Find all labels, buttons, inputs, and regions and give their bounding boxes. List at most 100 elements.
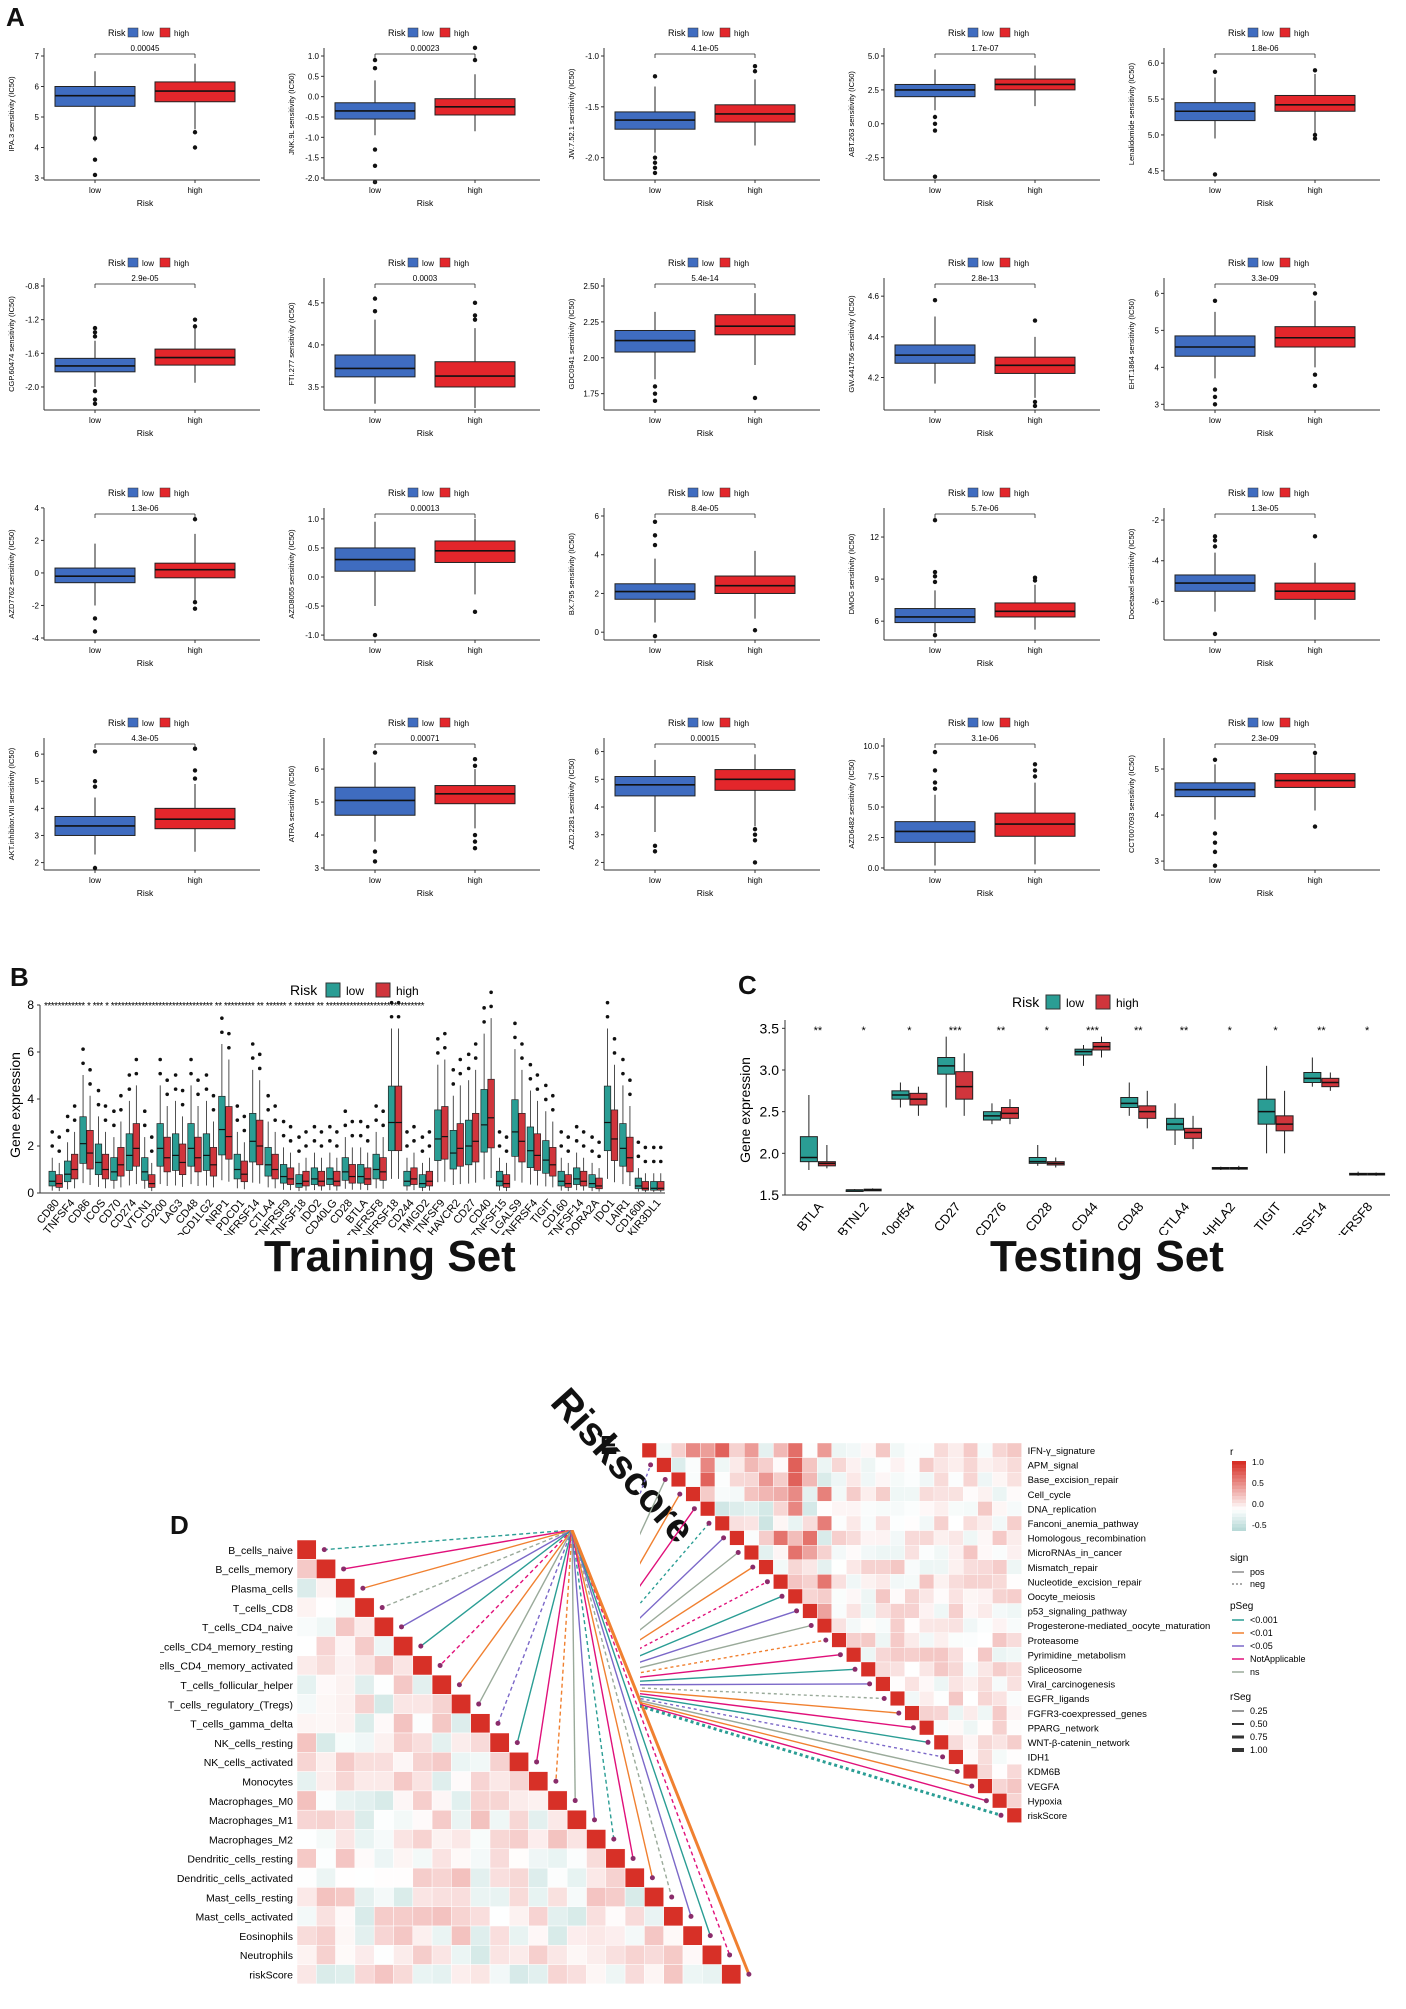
row-label: T_cells_gamma_delta (190, 1719, 293, 1731)
heatmap-cell (373, 1674, 394, 1695)
heatmap-cell (566, 1925, 587, 1946)
high-outlier (165, 1092, 169, 1097)
high-outlier (192, 145, 198, 150)
x-axis-label: Risk (417, 658, 434, 668)
heatmap-cell (860, 1632, 876, 1648)
heatmap-cell (470, 1752, 491, 1772)
high-box (148, 1174, 156, 1188)
heatmap-cell (354, 1964, 375, 1985)
heatmap-cell (431, 1713, 452, 1734)
low-outlier (1212, 298, 1218, 303)
heatmap-cell (547, 1945, 568, 1965)
heatmap-cell (963, 1530, 979, 1546)
correlation-link (640, 1595, 783, 1657)
heatmap-cell (470, 1867, 491, 1888)
heatmap-cell (948, 1442, 964, 1458)
y-tick-label: 4.4 (868, 333, 880, 342)
heatmap-cell (663, 1945, 684, 1965)
legend-low-label: low (346, 984, 364, 998)
legend-swatch-high (159, 487, 171, 498)
heatmap-cell (1006, 1764, 1022, 1780)
heatmap-cell (977, 1559, 993, 1575)
high-outlier (581, 1130, 586, 1134)
legend-swatch-low (687, 717, 699, 728)
heatmap-cell (831, 1442, 847, 1458)
low-box (894, 344, 976, 364)
row-label: Proteasome (1028, 1636, 1079, 1647)
low-outlier (932, 114, 938, 120)
legend-high-label: high (1116, 996, 1139, 1010)
x-axis-label: Risk (417, 198, 434, 208)
legend-low-label: low (422, 719, 434, 728)
link-node (514, 1740, 520, 1746)
link-node (764, 1579, 770, 1585)
heatmap-cell (412, 1867, 433, 1888)
high-outlier (612, 1037, 617, 1041)
heatmap-cell (489, 1906, 510, 1927)
y-tick-label: 5 (315, 798, 320, 807)
correlation-link (640, 1639, 826, 1674)
heatmap-cell (316, 1752, 336, 1772)
heatmap-cell (860, 1457, 876, 1473)
row-label: Spliceosome (1028, 1665, 1082, 1676)
low-outlier (220, 1016, 224, 1020)
heatmap-cell (412, 1945, 433, 1965)
link-node (630, 1855, 636, 1861)
heatmap-cell (802, 1501, 818, 1517)
high-outlier (566, 1149, 571, 1153)
high-outlier (472, 832, 478, 838)
heatmap-cell (296, 1655, 317, 1676)
heatmap-cell (431, 1848, 452, 1869)
heatmap-cell (354, 1694, 375, 1714)
legend-swatch-high (159, 257, 171, 268)
heatmap-cell (889, 1632, 905, 1648)
high-box (564, 1174, 572, 1188)
row-label: Dendritic_cells_resting (187, 1854, 293, 1866)
x-tick-label-high: high (747, 876, 762, 885)
heatmap-cell (296, 1887, 317, 1907)
x-axis-label: Risk (1257, 428, 1274, 438)
heatmap-cell (977, 1691, 993, 1707)
correlation-link (640, 1508, 695, 1588)
heatmap-cell (528, 1790, 549, 1811)
heatmap-cell (702, 1964, 722, 1985)
heatmap-cell (354, 1829, 375, 1850)
significance-stars: * (1045, 1025, 1050, 1037)
legend-title: Risk (108, 488, 126, 498)
link-node (572, 1798, 578, 1804)
heatmap-cell (373, 1655, 394, 1676)
low-box (799, 1136, 818, 1163)
x-tick-label-low: low (929, 186, 941, 195)
heatmap-cell (729, 1515, 745, 1531)
heatmap-cell (470, 1829, 491, 1850)
heatmap-cell (889, 1661, 905, 1677)
high-outlier (551, 1093, 555, 1098)
heatmap-cell (875, 1676, 891, 1692)
heatmap-cell (889, 1442, 905, 1458)
high-outlier (180, 1102, 185, 1107)
heatmap-cell (470, 1713, 491, 1734)
heatmap-cell (860, 1472, 876, 1488)
y-tick-label: 12 (870, 533, 879, 542)
legend-swatch-high (719, 717, 731, 728)
heatmap-cell (528, 1829, 549, 1850)
low-outlier (436, 1037, 440, 1041)
legend-swatch-high (999, 717, 1011, 728)
panel-e-pathway-correlation: IFN-γ_signatureAPM_signalBase_excision_r… (640, 1442, 1306, 1823)
y-tick-label: 0 (595, 628, 600, 637)
y-axis-label: FTI.277 sensitivity (IC50) (287, 302, 296, 386)
x-tick-label-low: low (369, 876, 381, 885)
y-axis-label: DMOG sensitivity (IC50) (847, 533, 856, 614)
heatmap-cell (816, 1617, 832, 1633)
legend-swatch-low (967, 257, 979, 268)
heatmap-cell (992, 1603, 1008, 1619)
heatmap-cell (860, 1588, 876, 1604)
heatmap-cell (831, 1603, 847, 1619)
y-tick-label: -0.5 (305, 113, 319, 122)
y-axis-label: JNK.9L sensitivity (IC50) (287, 73, 296, 155)
heatmap-cell (802, 1442, 818, 1458)
high-outlier (752, 63, 758, 69)
legend-r-gradient (1232, 1478, 1246, 1482)
heatmap-cell (431, 1925, 452, 1946)
heatmap-cell (605, 1887, 626, 1907)
